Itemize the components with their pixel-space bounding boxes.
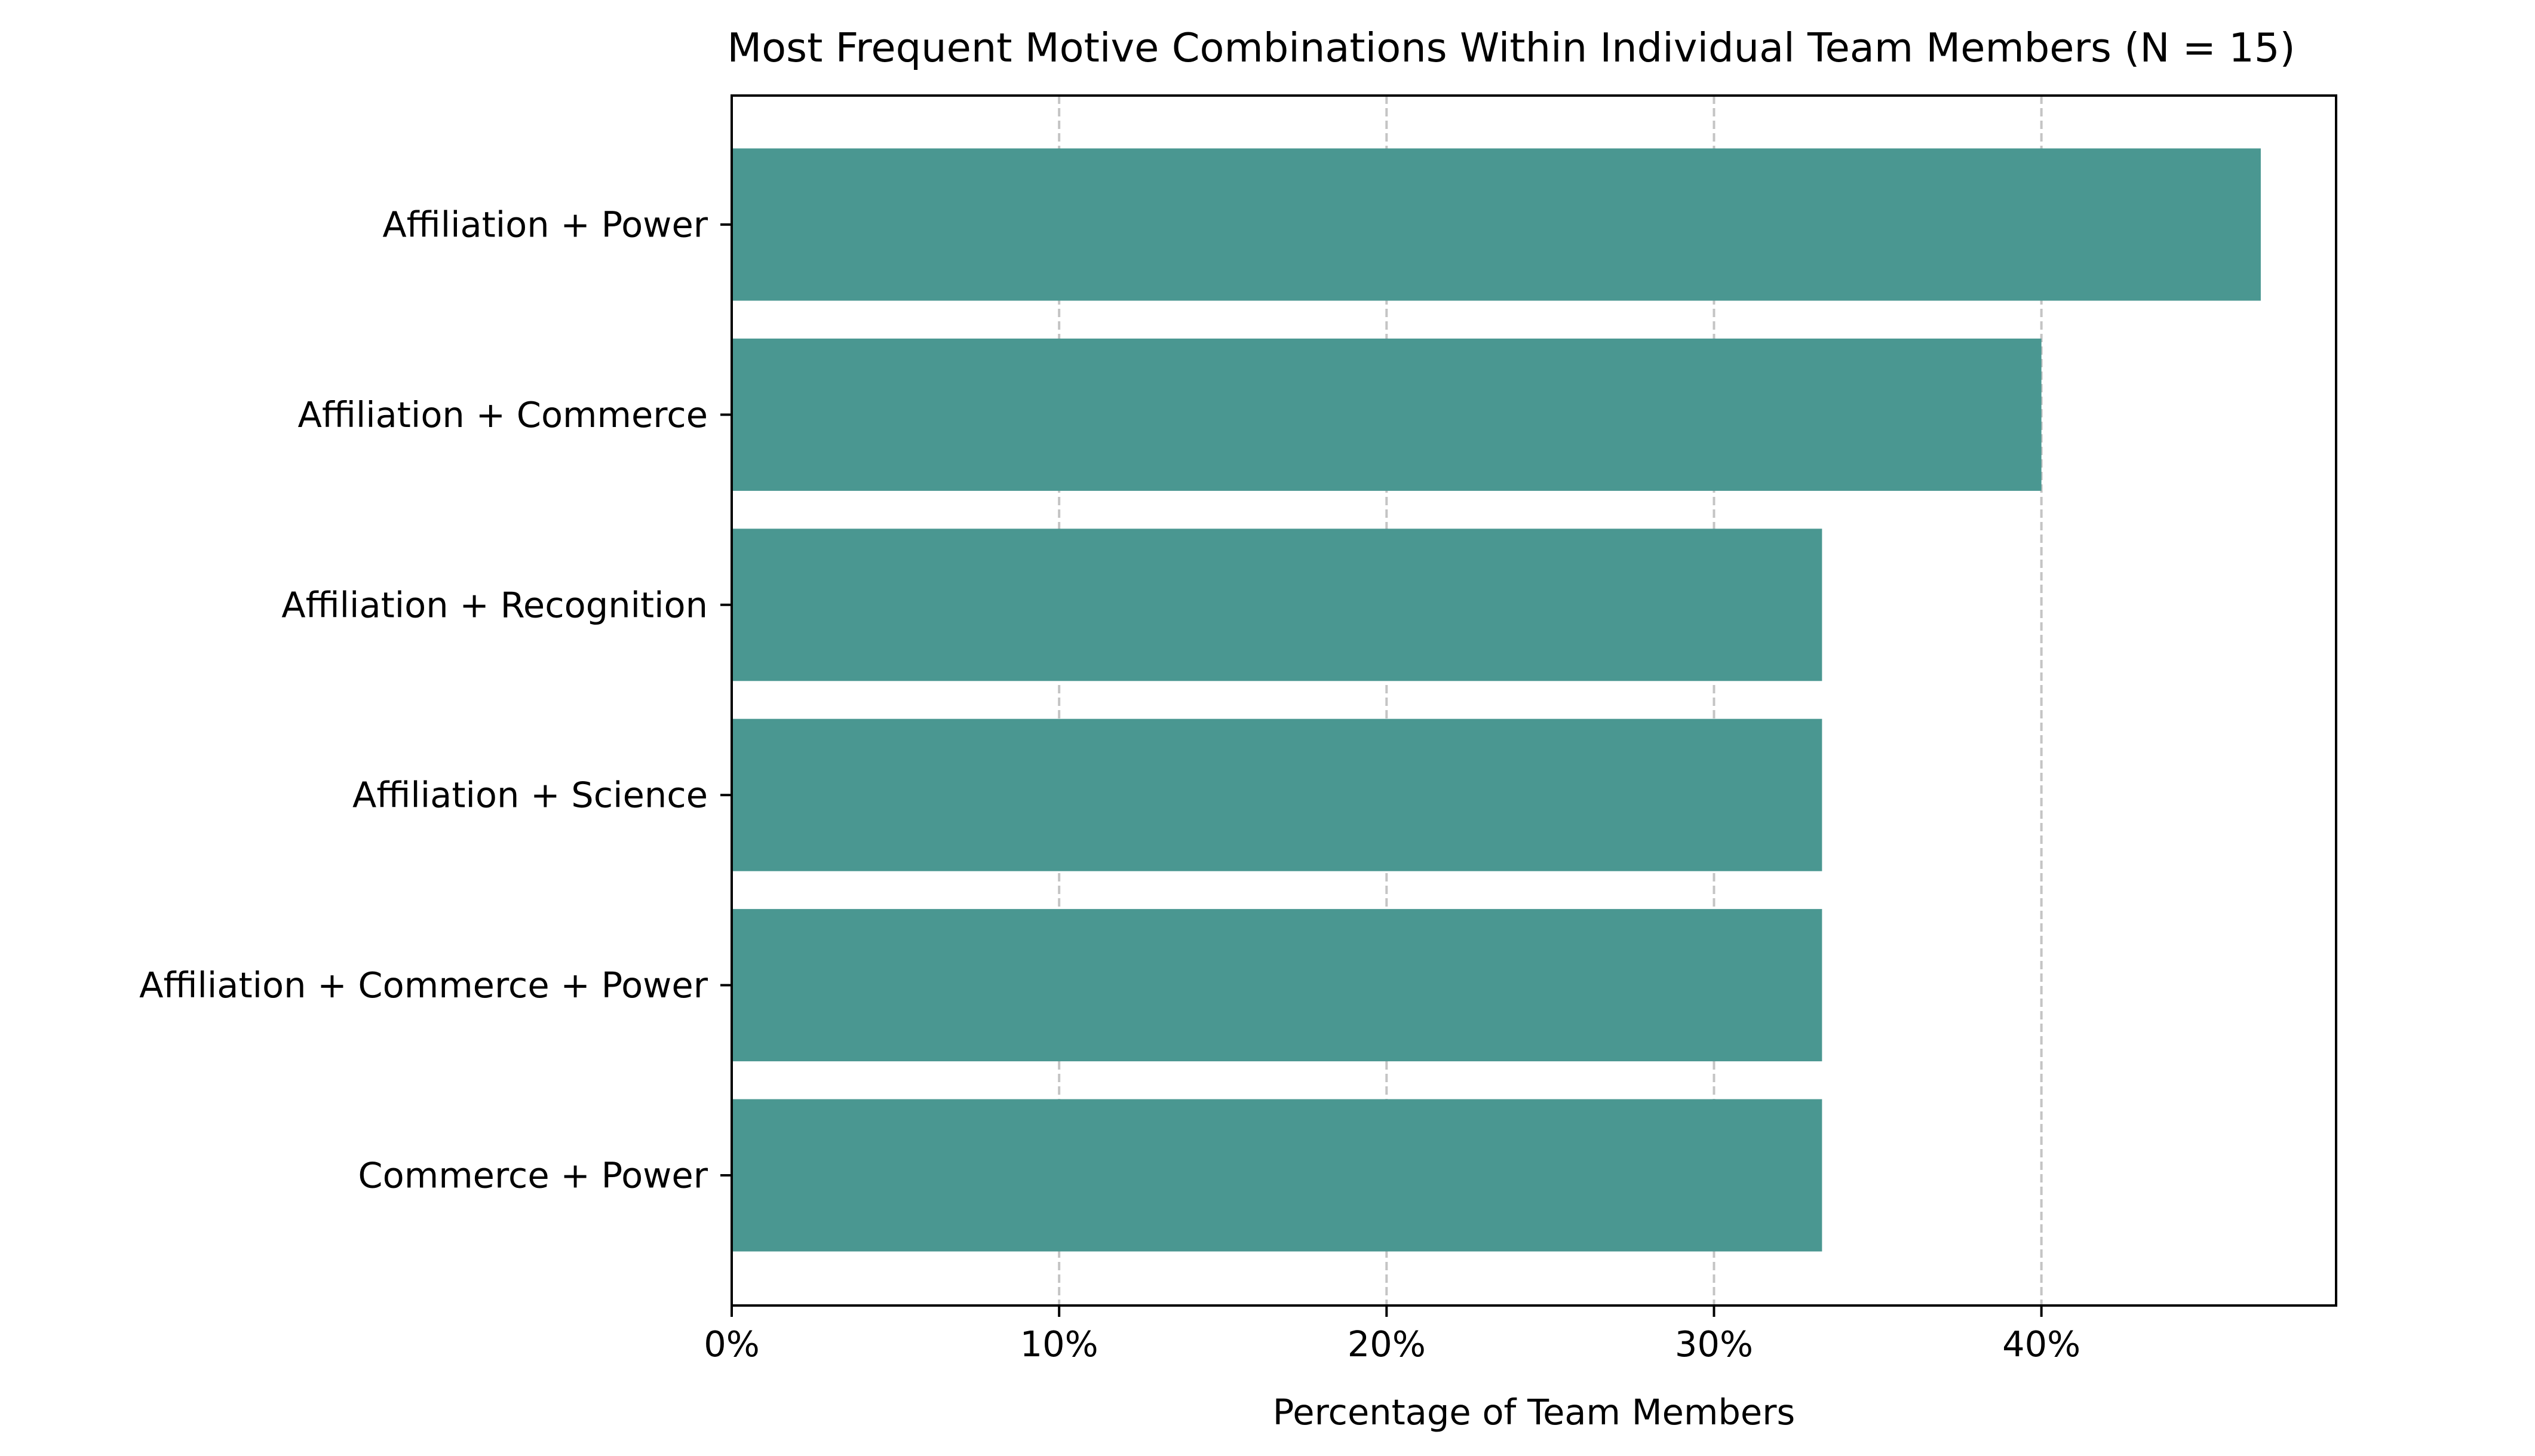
y-tick-label: Commerce + Power	[358, 1155, 708, 1196]
y-tick-label: Affiliation + Commerce + Power	[139, 964, 708, 1006]
y-tick-label: Affiliation + Science	[352, 775, 708, 816]
y-axis-ticks: Affiliation + Power Affiliation + Commerc…	[139, 204, 732, 1196]
x-tick-label: 40%	[2002, 1323, 2080, 1365]
plot-frame	[731, 94, 2337, 1307]
x-axis-label: Percentage of Team Members	[1273, 1392, 1795, 1433]
bar	[732, 148, 2261, 301]
bar	[732, 1099, 1822, 1252]
chart-title: Most Frequent Motive Combinations Within…	[727, 24, 2295, 71]
bar	[732, 338, 2042, 491]
x-tick-label: 30%	[1675, 1323, 1753, 1365]
x-tick-label: 10%	[1020, 1323, 1098, 1365]
x-axis-ticks: 0% 10% 20% 30% 40%	[704, 1306, 2080, 1365]
y-tick-label: Affiliation + Recognition	[281, 584, 708, 625]
y-tick-label: Affiliation + Power	[382, 204, 708, 245]
bars	[732, 148, 2261, 1252]
bar	[732, 529, 1822, 681]
x-tick-label: 20%	[1348, 1323, 1426, 1365]
bar	[732, 718, 1822, 871]
x-tick-label: 0%	[704, 1323, 760, 1365]
y-tick-label: Affiliation + Commerce	[297, 394, 708, 435]
bar	[732, 909, 1822, 1062]
